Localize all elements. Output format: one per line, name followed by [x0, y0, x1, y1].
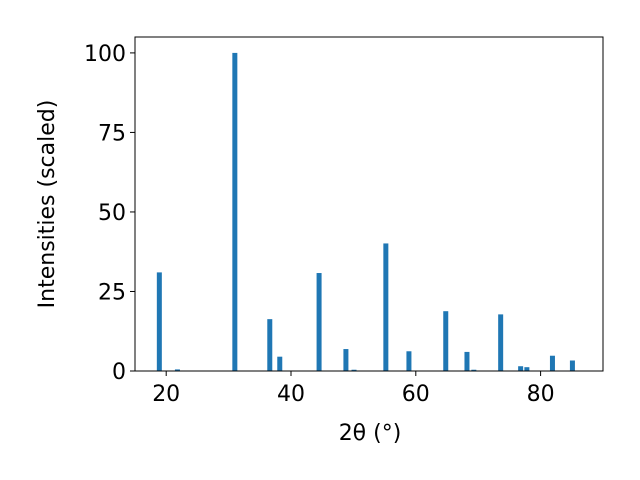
plot-frame	[134, 36, 604, 372]
bar	[277, 356, 283, 371]
bar	[518, 366, 524, 371]
bar	[267, 319, 273, 371]
bar	[383, 243, 389, 371]
y-tick-label: 75	[98, 121, 126, 146]
bar	[232, 52, 238, 372]
bar	[316, 273, 322, 371]
bar	[464, 351, 470, 371]
y-tick-label: 0	[112, 360, 126, 385]
x-tick-label: 20	[152, 382, 180, 407]
x-tick-label: 80	[527, 382, 555, 407]
y-tick-label: 50	[98, 201, 126, 226]
bar	[406, 351, 412, 371]
x-axis-label: 2θ (°)	[339, 421, 402, 446]
x-tick-label: 40	[277, 382, 305, 407]
y-tick-label: 25	[98, 280, 126, 305]
bar	[569, 360, 575, 371]
bar	[156, 272, 162, 371]
y-axis-label: Intensities (scaled)	[35, 100, 60, 309]
y-tick-label: 100	[84, 42, 126, 67]
bar	[524, 367, 530, 371]
bar	[549, 355, 555, 371]
x-tick-label: 60	[402, 382, 430, 407]
bar	[471, 369, 477, 371]
bar	[343, 349, 349, 371]
bar	[443, 311, 449, 371]
bar	[174, 369, 180, 371]
bar	[498, 314, 504, 371]
bar	[351, 369, 357, 371]
